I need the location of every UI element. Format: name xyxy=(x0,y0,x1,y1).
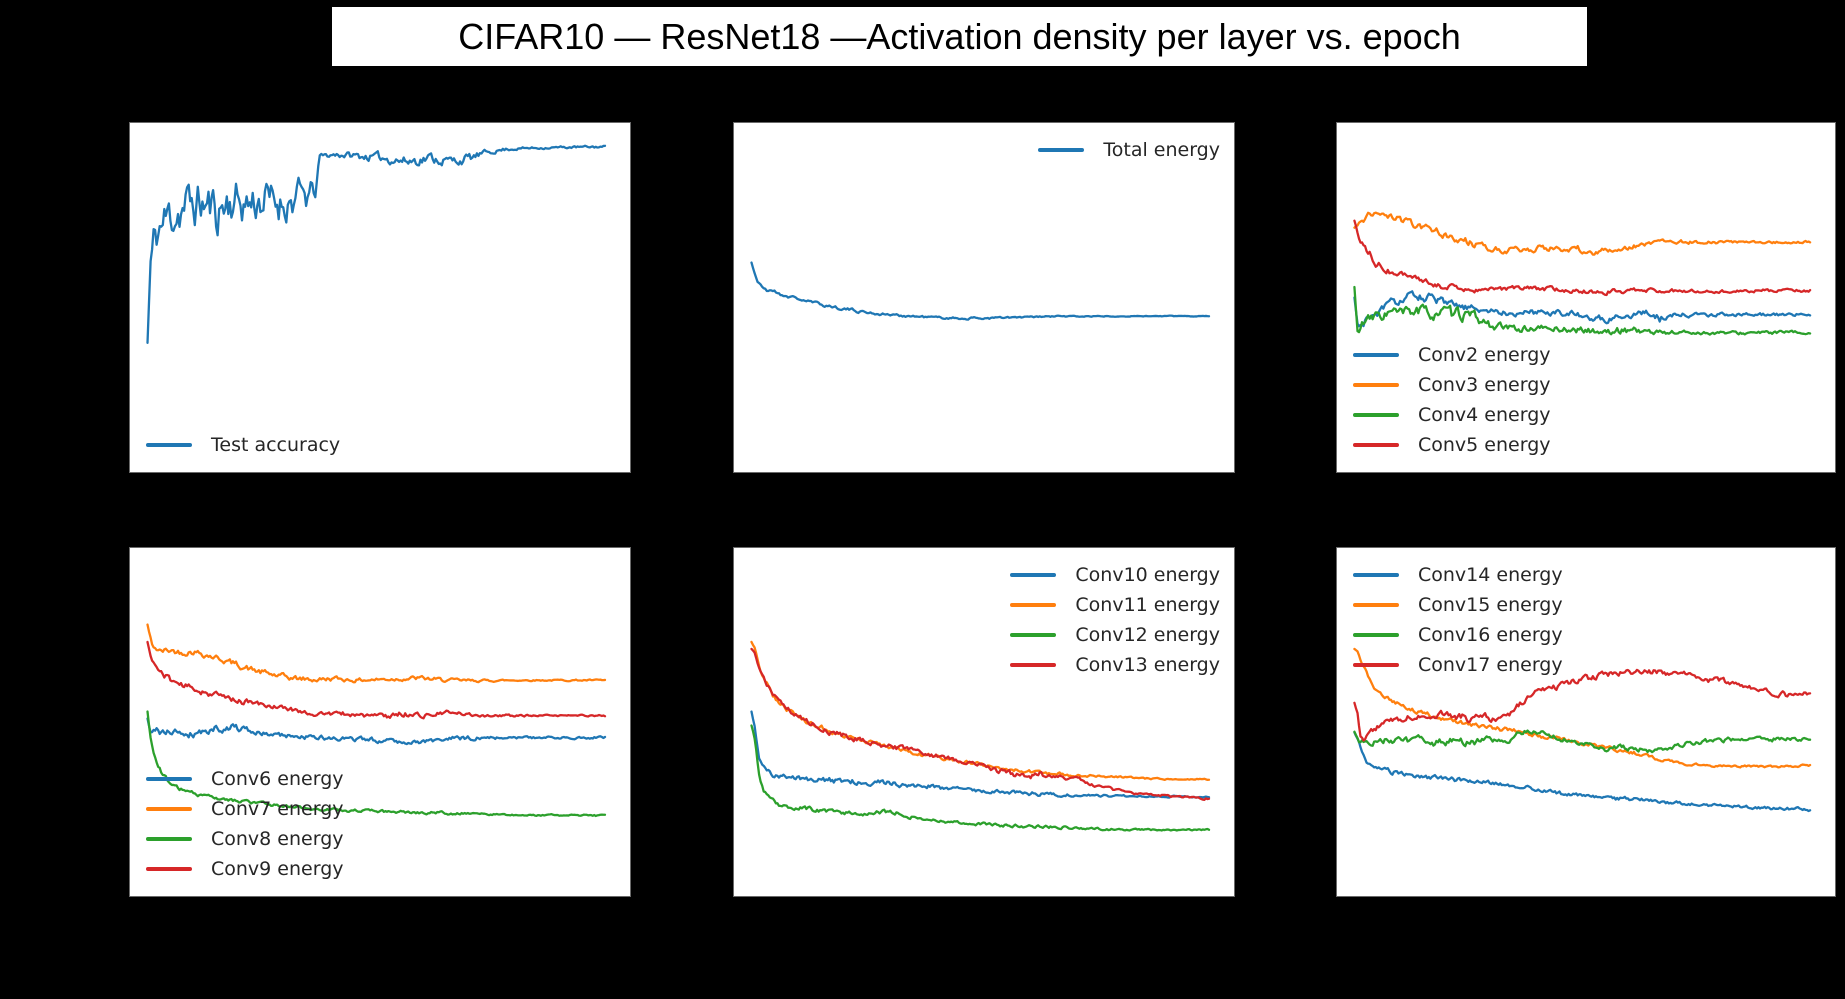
series-line-conv2-energy xyxy=(1353,290,1812,328)
legend-line-icon xyxy=(1353,383,1399,387)
legend-item-conv5-energy: Conv5 energy xyxy=(1353,430,1551,460)
series-line-conv3-energy xyxy=(1353,211,1812,256)
series-line-conv9-energy xyxy=(146,640,607,720)
legend-label: Conv2 energy xyxy=(1418,344,1551,366)
series-line-total-energy xyxy=(750,261,1211,321)
legend-item-conv4-energy: Conv4 energy xyxy=(1353,400,1551,430)
legend-label: Conv5 energy xyxy=(1418,434,1551,456)
legend-item-conv10-energy: Conv10 energy xyxy=(1010,560,1220,590)
subplot-conv10-13-energy: Conv10 energy Conv11 energy Conv12 energy C… xyxy=(733,547,1235,897)
legend-label: Conv14 energy xyxy=(1418,564,1563,586)
series-line-conv8-energy xyxy=(146,710,607,818)
conv10-13-plot xyxy=(750,640,1211,832)
figure-title-banner: CIFAR10 — ResNet18 —Activation density p… xyxy=(332,7,1587,66)
series-line-conv14-energy xyxy=(1353,731,1812,813)
legend-label: Conv8 energy xyxy=(211,828,344,850)
legend-line-icon xyxy=(1353,663,1399,667)
legend-line-icon xyxy=(1010,573,1057,577)
series-line-conv17-energy xyxy=(1353,668,1812,742)
legend-label: Conv17 energy xyxy=(1418,654,1563,676)
legend-line-icon xyxy=(146,867,192,871)
legend-label: Conv7 energy xyxy=(211,798,344,820)
legend-label: Conv9 energy xyxy=(211,858,344,880)
legend-item-total-energy: Total energy xyxy=(1038,135,1220,165)
legend-line-icon xyxy=(1010,663,1057,667)
legend-item-conv13-energy: Conv13 energy xyxy=(1010,650,1220,680)
legend-item-conv11-energy: Conv11 energy xyxy=(1010,590,1220,620)
legend-line-icon xyxy=(1038,148,1085,152)
legend-label: Total energy xyxy=(1103,139,1220,161)
subplot-conv2-5-energy: Conv2 energy Conv3 energy Conv4 energy Conv… xyxy=(1336,122,1836,473)
legend-item-test-accuracy: Test accuracy xyxy=(146,430,340,460)
legend-label: Conv3 energy xyxy=(1418,374,1551,396)
legend-label: Conv10 energy xyxy=(1075,564,1220,586)
legend-label: Conv11 energy xyxy=(1075,594,1220,616)
figure-title: CIFAR10 — ResNet18 —Activation density p… xyxy=(458,15,1461,57)
conv14-17-legend: Conv14 energy Conv15 energy Conv16 energy C… xyxy=(1353,560,1563,680)
conv2-5-plot xyxy=(1353,211,1812,336)
legend-line-icon xyxy=(1010,603,1057,607)
legend-line-icon xyxy=(1353,573,1399,577)
legend-line-icon xyxy=(146,443,192,447)
test-accuracy-plot xyxy=(146,144,607,345)
legend-line-icon xyxy=(1010,633,1057,637)
legend-line-icon xyxy=(1353,413,1399,417)
legend-line-icon xyxy=(1353,353,1399,357)
legend-item-conv2-energy: Conv2 energy xyxy=(1353,340,1551,370)
conv2-5-legend: Conv2 energy Conv3 energy Conv4 energy Conv… xyxy=(1353,340,1551,460)
series-line-conv16-energy xyxy=(1353,729,1812,754)
series-line-conv4-energy xyxy=(1353,285,1812,336)
series-line-conv5-energy xyxy=(1353,219,1812,297)
subplot-total-energy: Total energy xyxy=(733,122,1235,473)
subplot-conv6-9-energy: Conv6 energy Conv7 energy Conv8 energy Conv… xyxy=(129,547,631,897)
legend-item-conv8-energy: Conv8 energy xyxy=(146,824,344,854)
legend-label: Conv12 energy xyxy=(1075,624,1220,646)
series-line-conv12-energy xyxy=(750,724,1211,832)
total-energy-plot xyxy=(750,261,1211,321)
legend-item-conv9-energy: Conv9 energy xyxy=(146,854,344,884)
legend-item-conv15-energy: Conv15 energy xyxy=(1353,590,1563,620)
legend-item-conv7-energy: Conv7 energy xyxy=(146,794,344,824)
legend-item-conv3-energy: Conv3 energy xyxy=(1353,370,1551,400)
conv14-17-plot xyxy=(1353,647,1812,813)
legend-line-icon xyxy=(1353,443,1399,447)
legend-item-conv14-energy: Conv14 energy xyxy=(1353,560,1563,590)
legend-label: Conv16 energy xyxy=(1418,624,1563,646)
legend-label: Conv6 energy xyxy=(211,768,344,790)
test-accuracy-legend: Test accuracy xyxy=(146,430,340,460)
conv6-9-plot xyxy=(146,623,607,818)
legend-item-conv16-energy: Conv16 energy xyxy=(1353,620,1563,650)
subplot-conv14-17-energy: Conv14 energy Conv15 energy Conv16 energy C… xyxy=(1336,547,1836,897)
legend-line-icon xyxy=(1353,633,1399,637)
legend-line-icon xyxy=(146,837,192,841)
conv6-9-legend: Conv6 energy Conv7 energy Conv8 energy Conv… xyxy=(146,764,344,884)
series-line-conv10-energy xyxy=(750,710,1211,799)
legend-label: Conv15 energy xyxy=(1418,594,1563,616)
legend-label: Conv4 energy xyxy=(1418,404,1551,426)
legend-label: Test accuracy xyxy=(211,434,341,456)
legend-item-conv12-energy: Conv12 energy xyxy=(1010,620,1220,650)
legend-line-icon xyxy=(146,807,192,811)
legend-item-conv6-energy: Conv6 energy xyxy=(146,764,344,794)
legend-line-icon xyxy=(1353,603,1399,607)
total-energy-legend: Total energy xyxy=(1038,135,1220,165)
legend-label: Conv13 energy xyxy=(1075,654,1220,676)
series-line-test-accuracy xyxy=(146,144,607,345)
series-line-conv7-energy xyxy=(146,623,607,684)
subplot-test-accuracy: Test accuracy xyxy=(129,122,631,473)
legend-item-conv17-energy: Conv17 energy xyxy=(1353,650,1563,680)
legend-line-icon xyxy=(146,777,192,781)
series-line-conv6-energy xyxy=(146,717,607,746)
conv10-13-legend: Conv10 energy Conv11 energy Conv12 energy C… xyxy=(1010,560,1220,680)
series-line-conv13-energy xyxy=(750,647,1211,801)
